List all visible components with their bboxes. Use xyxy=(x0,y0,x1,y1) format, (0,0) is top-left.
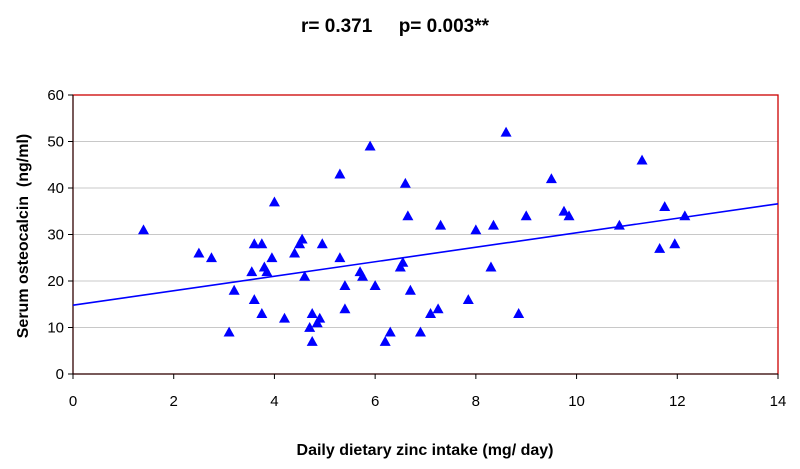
x-tick-label: 12 xyxy=(669,393,686,410)
data-point xyxy=(306,308,318,318)
data-point xyxy=(379,335,391,346)
gridlines xyxy=(73,141,778,328)
data-point xyxy=(364,140,376,151)
x-tick-label: 14 xyxy=(770,393,787,410)
data-point xyxy=(487,219,499,230)
data-point xyxy=(404,284,416,295)
data-point xyxy=(402,210,414,221)
data-point xyxy=(679,210,691,221)
data-point xyxy=(654,242,666,253)
data-point xyxy=(399,177,411,188)
data-point xyxy=(397,256,409,267)
data-point xyxy=(384,326,396,337)
x-tick-label: 6 xyxy=(371,393,379,410)
y-tick-label: 0 xyxy=(56,366,64,383)
data-point xyxy=(296,233,308,244)
x-tick-label: 10 xyxy=(568,393,585,410)
data-point xyxy=(613,219,625,230)
x-tick-label: 8 xyxy=(472,393,480,410)
data-point xyxy=(563,210,575,221)
data-point xyxy=(334,252,346,263)
data-point xyxy=(299,270,311,281)
x-axis-label: Daily dietary zinc intake (mg/ day) xyxy=(297,442,554,459)
data-point xyxy=(256,238,268,249)
x-axis: 0 2 4 6 8 10 12 14 xyxy=(69,373,787,410)
data-point xyxy=(304,322,316,332)
y-tick-label: 20 xyxy=(47,273,64,290)
y-tick-label: 60 xyxy=(47,87,64,104)
data-point xyxy=(246,266,258,277)
data-point xyxy=(432,303,444,314)
y-tick-label: 40 xyxy=(47,180,64,197)
data-point xyxy=(669,238,681,249)
data-point xyxy=(500,126,512,137)
data-point xyxy=(248,294,260,304)
data-point xyxy=(334,168,346,179)
y-axis: 0 10 20 30 40 50 60 xyxy=(47,87,74,383)
data-point xyxy=(339,280,351,291)
data-point xyxy=(357,270,369,281)
data-point xyxy=(636,154,648,165)
data-point xyxy=(425,308,437,318)
data-point xyxy=(268,196,280,207)
data-point xyxy=(558,205,570,216)
y-tick-label: 10 xyxy=(47,320,64,337)
trend-line xyxy=(72,203,779,306)
data-point xyxy=(205,252,217,263)
data-point xyxy=(520,210,532,221)
data-point xyxy=(435,219,447,230)
data-point xyxy=(193,247,205,258)
data-point xyxy=(316,238,328,249)
data-point xyxy=(279,312,290,323)
data-point xyxy=(314,312,326,323)
data-point xyxy=(545,173,557,184)
data-point xyxy=(513,308,525,318)
data-point xyxy=(256,308,268,318)
data-point xyxy=(659,201,671,211)
data-point xyxy=(485,261,497,272)
data-points xyxy=(138,126,691,346)
data-point xyxy=(261,266,273,277)
data-point xyxy=(470,224,482,235)
x-tick-label: 0 xyxy=(69,393,77,410)
data-point xyxy=(462,294,474,304)
data-point xyxy=(248,238,260,249)
data-point xyxy=(228,284,240,295)
data-point xyxy=(306,335,318,346)
data-point xyxy=(223,326,235,337)
data-point xyxy=(289,247,301,258)
chart-title: r= 0.371 p= 0.003** xyxy=(301,16,490,37)
data-point xyxy=(339,303,351,314)
y-tick-label: 30 xyxy=(47,227,64,244)
data-point xyxy=(369,280,381,291)
y-tick-label: 50 xyxy=(47,134,64,151)
y-axis-label: Serum osteocalcin (ng/ml) xyxy=(15,134,32,338)
x-tick-label: 2 xyxy=(170,393,178,410)
data-point xyxy=(414,326,426,337)
x-tick-label: 4 xyxy=(270,393,278,410)
data-point xyxy=(138,224,149,235)
data-point xyxy=(266,252,278,263)
